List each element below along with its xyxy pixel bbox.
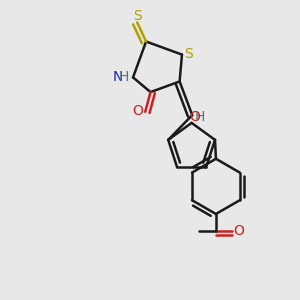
Text: O: O bbox=[133, 104, 143, 118]
Text: S: S bbox=[133, 10, 142, 23]
Text: O: O bbox=[234, 224, 244, 239]
Text: S: S bbox=[184, 47, 193, 61]
Text: H: H bbox=[119, 70, 129, 84]
Text: O: O bbox=[189, 110, 200, 124]
Text: H: H bbox=[194, 110, 205, 124]
Text: N: N bbox=[112, 70, 123, 84]
